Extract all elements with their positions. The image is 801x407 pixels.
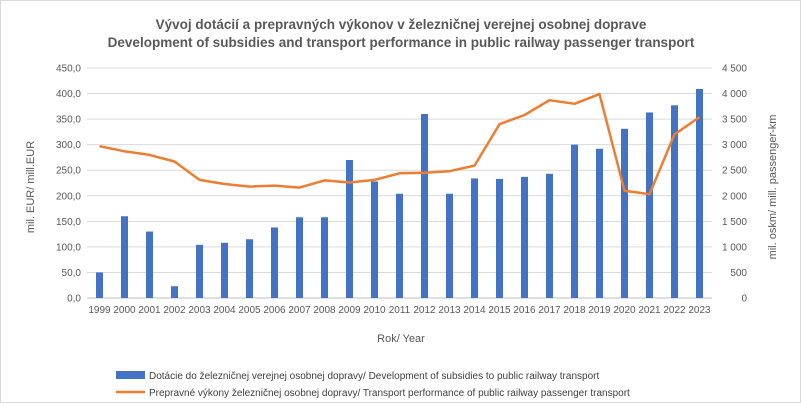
- right-tick-label: 1 000: [722, 242, 747, 253]
- left-tick-label: 400,0: [56, 89, 81, 100]
- bar-series: [96, 88, 703, 298]
- x-tick-label: 2017: [538, 305, 561, 316]
- x-tick-label: 2023: [688, 305, 711, 316]
- x-tick-label: 2007: [288, 305, 311, 316]
- line-series: [99, 92, 701, 196]
- x-tick-label: 2019: [588, 305, 611, 316]
- bar: [621, 128, 628, 298]
- chart-title: Vývoj dotácií a prepravných výkonov v že…: [156, 17, 647, 32]
- right-tick-label: 4 500: [722, 64, 747, 75]
- bar: [346, 160, 353, 298]
- line-path: [99, 92, 701, 196]
- left-tick-label: 200,0: [56, 191, 81, 202]
- bar: [246, 239, 253, 298]
- bar: [371, 181, 378, 298]
- bar: [546, 173, 553, 298]
- x-tick-label: 2004: [213, 305, 236, 316]
- left-axis-title: mil. EUR/ mill.EUR: [25, 141, 37, 233]
- bar: [596, 148, 603, 298]
- bar: [696, 88, 703, 298]
- bar: [421, 114, 428, 298]
- bar: [471, 178, 478, 298]
- left-tick-label: 50,0: [62, 268, 82, 279]
- x-tick-label: 2016: [513, 305, 536, 316]
- x-axis-ticks: 1999 2000 2001 2002 2003 2004 2005 2006 2007 2008…: [88, 305, 711, 316]
- right-tick-label: 3 000: [722, 140, 747, 151]
- right-tick-label: 2 500: [722, 166, 747, 177]
- left-tick-label: 150,0: [56, 217, 81, 228]
- x-tick-label: 2010: [363, 305, 386, 316]
- x-axis-title: Rok/ Year: [377, 333, 425, 345]
- left-tick-label: 100,0: [56, 242, 81, 253]
- bar: [396, 193, 403, 298]
- bar: [321, 217, 328, 298]
- bar: [496, 178, 503, 298]
- bar: [146, 231, 153, 298]
- legend-bar-swatch: [116, 371, 145, 379]
- legend-line-label: Prepravné výkony železničnej osobnej dop…: [149, 388, 630, 399]
- x-tick-label: 2008: [313, 305, 336, 316]
- right-tick-label: 2 000: [722, 191, 747, 202]
- right-tick-label: 0: [741, 294, 747, 305]
- legend-bar-label: Dotácie do železničnej verejnej osobnej …: [149, 371, 599, 382]
- chart-subtitle: Development of subsidies and transport p…: [108, 35, 695, 50]
- right-axis-ticks: 0 500 1 000 1 500 2 000 2 500 3 000 3 500 4 000 4…: [722, 64, 747, 305]
- bar: [646, 112, 653, 298]
- right-axis-title: mil. oskm/ mill. passenger-km: [767, 115, 779, 260]
- left-tick-label: 300,0: [56, 140, 81, 151]
- legend: Dotácie do železničnej verejnej osobnej …: [116, 371, 630, 399]
- x-tick-label: 2022: [663, 305, 686, 316]
- x-tick-label: 2020: [613, 305, 636, 316]
- right-tick-label: 4 000: [722, 89, 747, 100]
- left-tick-label: 450,0: [56, 64, 81, 75]
- x-tick-label: 2013: [438, 305, 461, 316]
- x-tick-label: 2000: [113, 305, 136, 316]
- left-tick-label: 250,0: [56, 166, 81, 177]
- x-tick-label: 2014: [463, 305, 486, 316]
- x-tick-label: 2006: [263, 305, 286, 316]
- bar: [96, 272, 103, 298]
- x-tick-label: 2005: [238, 305, 261, 316]
- right-tick-label: 3 500: [722, 115, 747, 126]
- bar: [571, 144, 578, 298]
- bar: [521, 176, 528, 298]
- right-tick-label: 500: [730, 268, 747, 279]
- bar: [671, 105, 678, 298]
- left-axis-ticks: 0,0 50,0 100,0 150,0 200,0 250,0 300,0 350,0 400…: [56, 64, 81, 305]
- bar: [121, 216, 128, 298]
- x-tick-label: 2021: [638, 305, 661, 316]
- bar: [196, 244, 203, 298]
- bar: [271, 227, 278, 298]
- x-tick-label: 2015: [488, 305, 511, 316]
- bar: [221, 242, 228, 298]
- bar: [171, 286, 178, 298]
- bar: [296, 217, 303, 298]
- x-tick-label: 2011: [389, 305, 411, 316]
- right-tick-label: 1 500: [722, 217, 747, 228]
- x-tick-label: 2003: [188, 305, 211, 316]
- x-tick-label: 2018: [563, 305, 586, 316]
- left-tick-label: 0,0: [67, 294, 81, 305]
- x-tick-label: 2012: [413, 305, 436, 316]
- x-tick-label: 2001: [138, 305, 161, 316]
- x-tick-label: 2002: [163, 305, 186, 316]
- x-tick-label: 2009: [338, 305, 361, 316]
- left-tick-label: 350,0: [56, 115, 81, 126]
- x-tick-label: 1999: [88, 305, 111, 316]
- bar: [446, 193, 453, 298]
